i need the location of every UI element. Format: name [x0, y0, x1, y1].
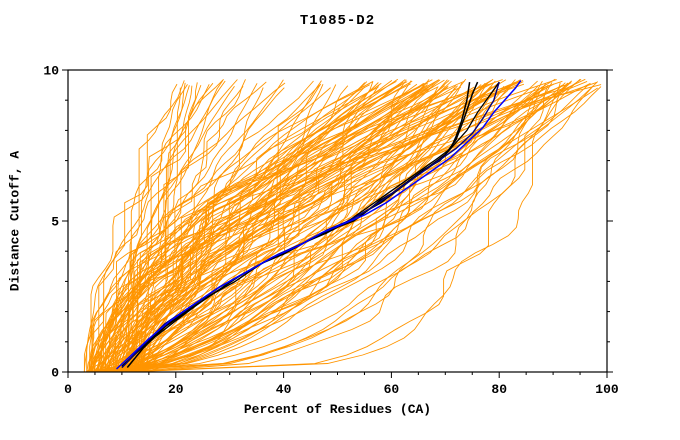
x-tick-label: 20 [168, 382, 184, 397]
highlight-blue-1 [115, 80, 522, 370]
x-tick-label: 100 [595, 382, 619, 397]
axes: 0 20 40 60 80 100 0 5 10 [43, 64, 619, 398]
y-tick-label: 5 [51, 215, 59, 230]
chart-title: T1085-D2 [299, 13, 376, 29]
x-tick-label: 80 [491, 382, 507, 397]
x-axis-label: Percent of Residues (CA) [243, 402, 432, 417]
highlight-curves [115, 80, 522, 370]
x-tick-label: 60 [384, 382, 400, 397]
y-tick-label: 0 [51, 366, 59, 381]
y-tick-label: 10 [43, 64, 59, 79]
x-tick-label: 0 [64, 382, 72, 397]
x-tick-label: 40 [276, 382, 292, 397]
